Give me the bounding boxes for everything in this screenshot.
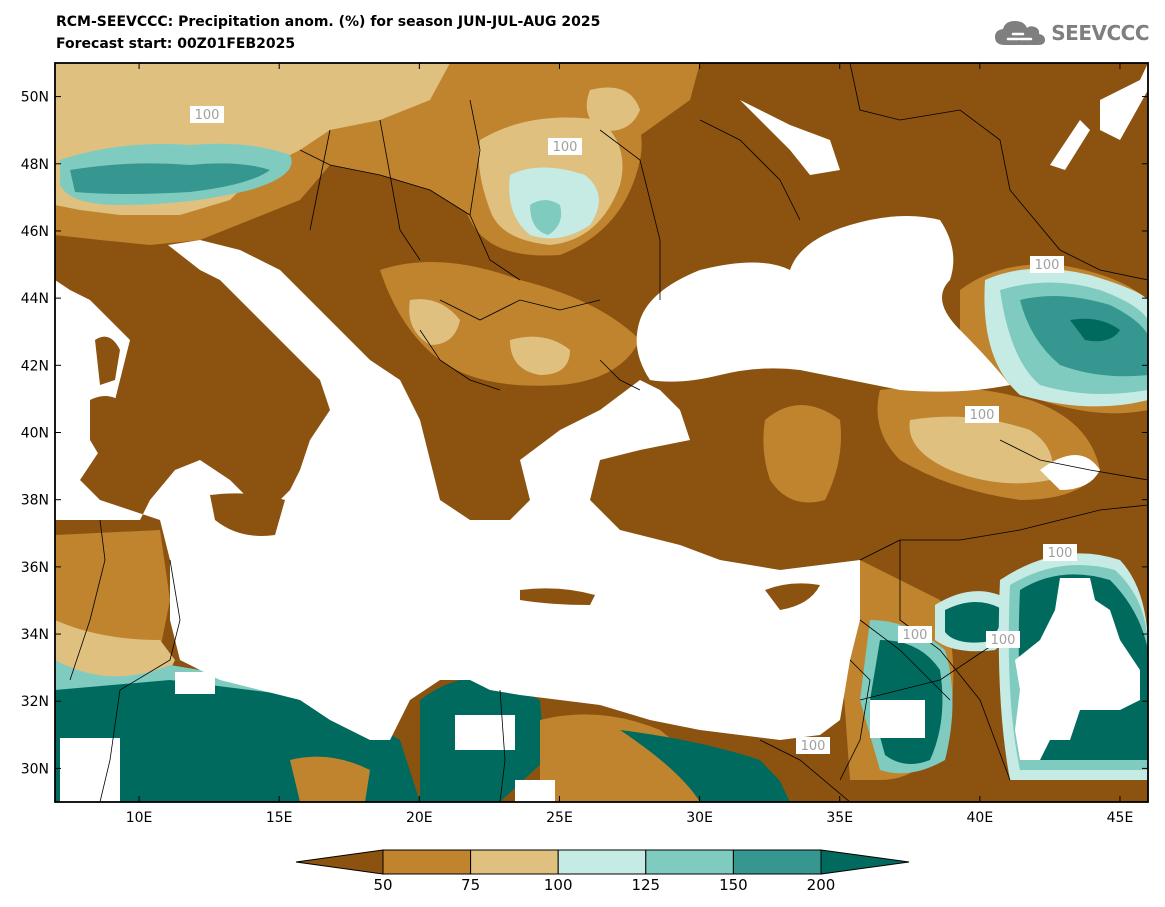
contour-label-100: 100 — [1035, 258, 1060, 273]
latitude-axis: 50N 48N 46N 44N 42N 40N 38N 36N 34N 32N 30N — [21, 90, 1148, 777]
lat-tick-label: 30N — [21, 761, 49, 777]
region-alps-core — [70, 163, 270, 194]
lon-tick-label: 15E — [266, 810, 293, 826]
colorbar-segment — [470, 849, 559, 875]
crete — [520, 588, 595, 605]
contour-label-100: 100 — [1048, 546, 1073, 561]
region-anatolia-central — [763, 405, 841, 503]
lat-tick-label: 50N — [21, 90, 49, 106]
lat-tick-label: 40N — [21, 426, 49, 442]
region-sinai — [760, 740, 860, 802]
contour-label-100: 100 — [970, 408, 995, 423]
colorbar-segment — [557, 849, 647, 875]
sardinia — [90, 396, 125, 465]
lat-tick-label: 48N — [21, 157, 49, 173]
region-caucasus-peak — [1070, 318, 1120, 342]
cloud-icon — [995, 21, 1046, 45]
colorbar-segment — [732, 849, 822, 875]
country-borders — [69, 63, 1148, 802]
colorbar-segment — [295, 849, 384, 875]
colorbar-label: 200 — [807, 876, 836, 894]
lon-tick-label: 30E — [686, 810, 713, 826]
map-title: RCM-SEEVCCC: Precipitation anom. (%) for… — [56, 14, 601, 30]
colorbar-segment — [382, 849, 472, 875]
contour-label-100: 100 — [991, 633, 1016, 648]
missing-data-libya-west — [60, 738, 120, 802]
region-serbia — [409, 299, 460, 345]
colorbar-segment — [645, 849, 734, 875]
lat-tick-label: 38N — [21, 493, 49, 509]
longitude-axis: 10E 15E 20E 25E 30E 35E 40E 45E — [126, 63, 1134, 826]
region-anatolia-east-inner — [909, 416, 1053, 484]
corsica — [95, 336, 120, 385]
region-egypt-dry — [540, 714, 720, 802]
lon-tick-label: 40E — [967, 810, 994, 826]
region-carpathians-core — [530, 200, 562, 235]
colorbar-label: 50 — [373, 876, 392, 894]
region-libya-dry — [290, 756, 370, 802]
sicily — [210, 493, 285, 536]
region-ukraine-west — [586, 87, 640, 131]
missing-data-libya-north — [175, 672, 215, 694]
missing-data-egypt — [515, 780, 555, 802]
missing-data-jordan — [870, 700, 925, 738]
lat-tick-label: 44N — [21, 291, 49, 307]
lon-tick-label: 10E — [126, 810, 153, 826]
region-balkans — [380, 262, 640, 386]
missing-data-arabia — [1015, 578, 1140, 760]
colorbar: 50 75 100 125 150 200 — [295, 849, 910, 894]
contour-label-100: 100 — [903, 628, 928, 643]
contour-label-100: 100 — [195, 108, 220, 123]
colorbar-label: 75 — [461, 876, 480, 894]
colorbar-segment — [820, 849, 910, 875]
lon-tick-label: 20E — [406, 810, 433, 826]
black-sea — [636, 216, 1010, 392]
region-egypt-wet — [620, 730, 800, 802]
missing-data-anatolia — [1040, 455, 1100, 490]
lon-tick-label: 25E — [546, 810, 573, 826]
colorbar-label: 150 — [719, 876, 748, 894]
region-bulgaria — [510, 336, 570, 375]
contour-label-100: 100 — [553, 140, 578, 155]
lat-tick-label: 34N — [21, 627, 49, 643]
missing-data-cyrenaica — [455, 715, 515, 750]
colorbar-label: 100 — [544, 876, 573, 894]
colorbar-label: 125 — [631, 876, 660, 894]
lon-tick-label: 45E — [1107, 810, 1134, 826]
lat-tick-label: 42N — [21, 358, 49, 374]
lat-tick-label: 36N — [21, 560, 49, 576]
seevccc-logo: SEEVCCC — [993, 18, 1149, 48]
lat-tick-label: 32N — [21, 694, 49, 710]
forecast-start-label: Forecast start: 00Z01FEB2025 — [56, 36, 296, 52]
contour-label-100: 100 — [801, 739, 826, 754]
map-field — [55, 63, 1148, 802]
cyprus — [765, 583, 820, 610]
contour-labels: 100 100 100 100 100 100 100 100 — [190, 106, 1077, 754]
missing-data-volga — [1050, 120, 1090, 170]
dnieper-river — [740, 100, 840, 175]
logo-text: SEEVCCC — [1051, 21, 1149, 45]
lat-tick-label: 46N — [21, 224, 49, 240]
missing-data-russia — [1100, 63, 1148, 140]
mediterranean-sea — [55, 240, 860, 740]
lon-tick-label: 35E — [826, 810, 853, 826]
